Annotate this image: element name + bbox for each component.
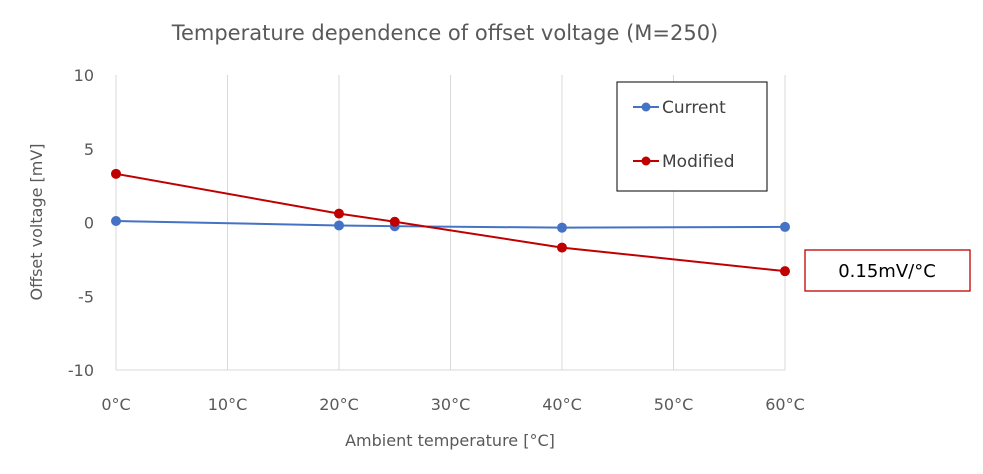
x-axis-label: Ambient temperature [°C] <box>345 431 555 450</box>
annotation-box <box>804 249 971 292</box>
x-tick-label: 60°C <box>765 395 805 414</box>
y-tick-label: 0 <box>84 214 94 233</box>
x-tick-label: 10°C <box>208 395 248 414</box>
x-tick-label: 30°C <box>431 395 471 414</box>
data-point-modified <box>780 266 790 277</box>
data-point-current <box>334 220 344 231</box>
legend: Current Modified <box>616 81 768 192</box>
y-tick-labels: 10 5 0 -5 -10 <box>68 66 94 380</box>
data-point-modified <box>557 242 567 253</box>
data-point-current <box>557 222 567 233</box>
legend-box <box>616 81 768 192</box>
legend-modified-label: Modified <box>662 152 735 172</box>
y-axis-label: Offset voltage [mV] <box>27 143 46 300</box>
annotation-text: 0.15mV/°C <box>838 261 936 282</box>
data-point-modified <box>334 208 344 219</box>
series-lines <box>111 168 790 277</box>
data-point-modified <box>389 216 400 227</box>
legend-modified-marker <box>641 156 651 166</box>
y-tick-label: -10 <box>68 361 94 380</box>
legend-current-marker <box>641 102 651 112</box>
x-tick-labels: 0°C 10°C 20°C 30°C 40°C 50°C 60°C <box>101 395 804 414</box>
legend-current-label: Current <box>662 98 726 118</box>
x-tick-label: 20°C <box>319 395 359 414</box>
y-tick-label: -5 <box>78 287 94 306</box>
data-point-current <box>111 216 121 227</box>
x-tick-label: 50°C <box>654 395 694 414</box>
data-point-current <box>780 221 790 232</box>
y-tick-label: 5 <box>84 140 94 159</box>
x-tick-label: 40°C <box>542 395 582 414</box>
y-tick-label: 10 <box>74 66 94 85</box>
data-point-modified <box>111 168 121 179</box>
x-tick-label: 0°C <box>101 395 130 414</box>
slope-annotation: 0.15mV/°C <box>804 249 971 292</box>
chart-title: Temperature dependence of offset voltage… <box>171 21 719 45</box>
